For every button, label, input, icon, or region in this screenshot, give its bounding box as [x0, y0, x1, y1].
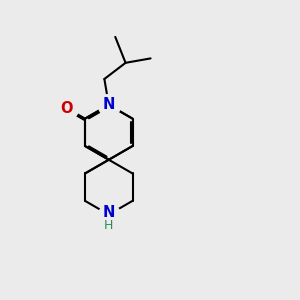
Text: O: O — [60, 100, 73, 116]
Text: N: N — [103, 205, 115, 220]
Text: H: H — [104, 219, 113, 232]
Text: N: N — [103, 98, 115, 112]
